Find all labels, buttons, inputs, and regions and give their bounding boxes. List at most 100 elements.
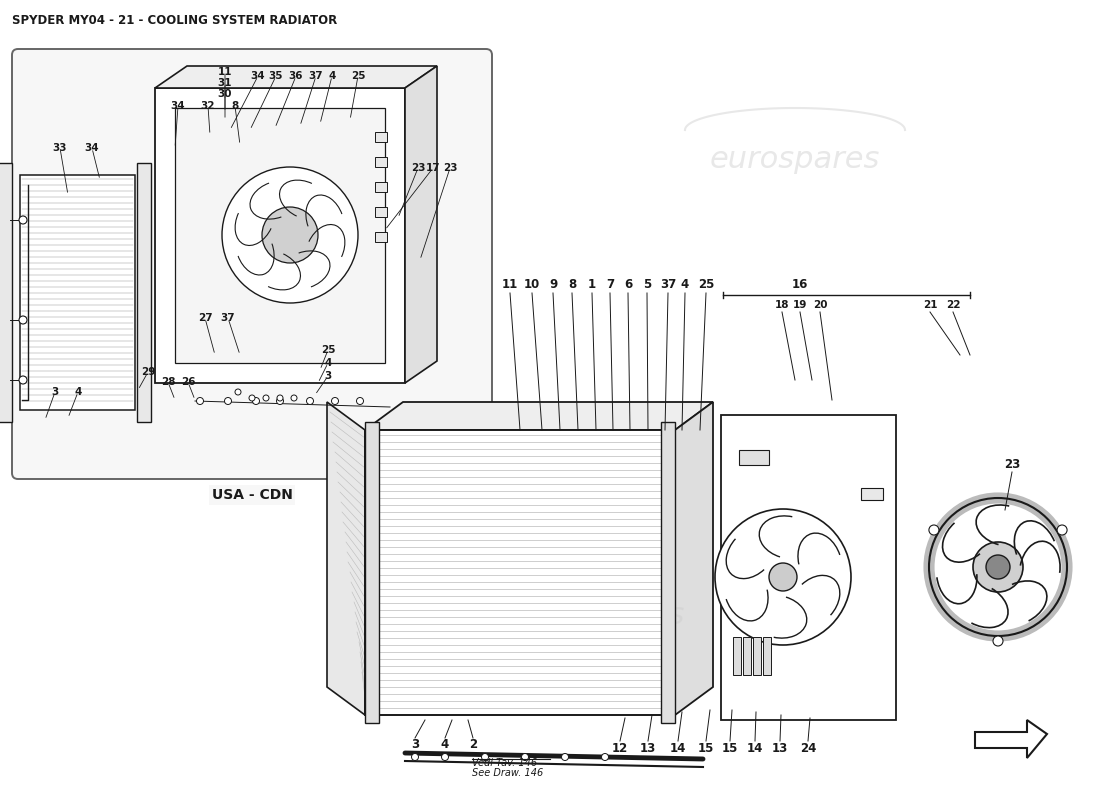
Text: 15: 15 xyxy=(722,742,738,754)
Bar xyxy=(0,163,12,422)
Text: 5: 5 xyxy=(642,278,651,291)
Text: 13: 13 xyxy=(772,742,788,754)
Text: 12: 12 xyxy=(612,742,628,754)
Text: Vedi Tav. 146: Vedi Tav. 146 xyxy=(472,758,537,768)
Text: 36: 36 xyxy=(288,71,304,81)
Bar xyxy=(365,422,380,723)
Polygon shape xyxy=(155,66,437,88)
Circle shape xyxy=(19,376,28,384)
Bar xyxy=(739,450,769,465)
Text: 23: 23 xyxy=(442,163,458,173)
Text: 21: 21 xyxy=(923,300,937,310)
Text: SPYDER MY04 - 21 - COOLING SYSTEM RADIATOR: SPYDER MY04 - 21 - COOLING SYSTEM RADIAT… xyxy=(12,14,338,27)
Text: 25: 25 xyxy=(321,345,336,355)
Text: 33: 33 xyxy=(53,143,67,153)
Text: 14: 14 xyxy=(670,742,686,754)
Circle shape xyxy=(521,754,528,761)
Circle shape xyxy=(197,398,204,405)
Circle shape xyxy=(930,498,1067,636)
Circle shape xyxy=(224,398,231,405)
Text: 35: 35 xyxy=(268,71,284,81)
Bar xyxy=(20,175,135,410)
Text: 18: 18 xyxy=(774,300,790,310)
Circle shape xyxy=(441,754,449,761)
Circle shape xyxy=(356,398,363,405)
Text: 4: 4 xyxy=(324,358,332,368)
Text: 4: 4 xyxy=(75,387,81,397)
Circle shape xyxy=(263,395,270,401)
Text: 4: 4 xyxy=(441,738,449,751)
Bar xyxy=(375,182,387,192)
Text: 34: 34 xyxy=(170,101,185,111)
Polygon shape xyxy=(327,402,365,715)
Text: USA - CDN: USA - CDN xyxy=(211,488,293,502)
Text: 8: 8 xyxy=(568,278,576,291)
Text: 3: 3 xyxy=(52,387,58,397)
Bar xyxy=(375,232,387,242)
FancyBboxPatch shape xyxy=(12,49,492,479)
Circle shape xyxy=(249,395,255,401)
Text: 3: 3 xyxy=(411,738,419,751)
Text: 7: 7 xyxy=(606,278,614,291)
Text: 10: 10 xyxy=(524,278,540,291)
Text: 17: 17 xyxy=(426,163,440,173)
Text: 23: 23 xyxy=(1004,458,1020,471)
Circle shape xyxy=(1057,525,1067,535)
Text: 19: 19 xyxy=(793,300,807,310)
Circle shape xyxy=(262,207,318,263)
Text: eurospares: eurospares xyxy=(515,601,685,630)
Text: 27: 27 xyxy=(198,313,212,323)
Circle shape xyxy=(561,754,569,761)
Text: 3: 3 xyxy=(324,371,331,381)
Bar xyxy=(155,88,405,383)
Bar xyxy=(720,415,896,720)
Text: 29: 29 xyxy=(141,367,155,377)
Text: 4: 4 xyxy=(328,71,336,81)
Bar xyxy=(375,132,387,142)
Text: 28: 28 xyxy=(161,377,175,387)
Polygon shape xyxy=(405,66,437,383)
Circle shape xyxy=(307,398,314,405)
Circle shape xyxy=(19,216,28,224)
Circle shape xyxy=(222,167,358,303)
Bar xyxy=(375,157,387,167)
Text: 20: 20 xyxy=(813,300,827,310)
Text: 25: 25 xyxy=(351,71,365,81)
Bar xyxy=(861,488,883,500)
Polygon shape xyxy=(975,720,1047,758)
Circle shape xyxy=(277,395,283,401)
Text: 32: 32 xyxy=(200,101,216,111)
Bar xyxy=(733,637,741,675)
Bar xyxy=(661,422,675,723)
Text: 31: 31 xyxy=(218,78,232,88)
Text: 11: 11 xyxy=(502,278,518,291)
Polygon shape xyxy=(365,402,713,430)
Text: 16: 16 xyxy=(792,278,808,291)
Text: 34: 34 xyxy=(85,143,99,153)
Polygon shape xyxy=(675,402,713,715)
Bar xyxy=(754,637,761,675)
Circle shape xyxy=(411,754,418,761)
Text: 9: 9 xyxy=(549,278,557,291)
Circle shape xyxy=(769,563,798,591)
Circle shape xyxy=(715,509,851,645)
Text: 30: 30 xyxy=(218,89,232,99)
Circle shape xyxy=(235,389,241,395)
Circle shape xyxy=(986,555,1010,579)
Text: 37: 37 xyxy=(221,313,235,323)
Bar xyxy=(365,430,675,715)
Text: 37: 37 xyxy=(660,278,676,291)
Text: eurospares: eurospares xyxy=(710,146,880,174)
Text: 11: 11 xyxy=(218,67,232,77)
Text: 8: 8 xyxy=(231,101,239,111)
Circle shape xyxy=(974,542,1023,592)
Text: 1: 1 xyxy=(587,278,596,291)
Circle shape xyxy=(331,398,339,405)
Bar xyxy=(138,163,151,422)
Text: 25: 25 xyxy=(697,278,714,291)
Text: 14: 14 xyxy=(747,742,763,754)
Circle shape xyxy=(292,395,297,401)
Text: 4: 4 xyxy=(681,278,689,291)
Circle shape xyxy=(276,398,284,405)
Text: 24: 24 xyxy=(800,742,816,754)
